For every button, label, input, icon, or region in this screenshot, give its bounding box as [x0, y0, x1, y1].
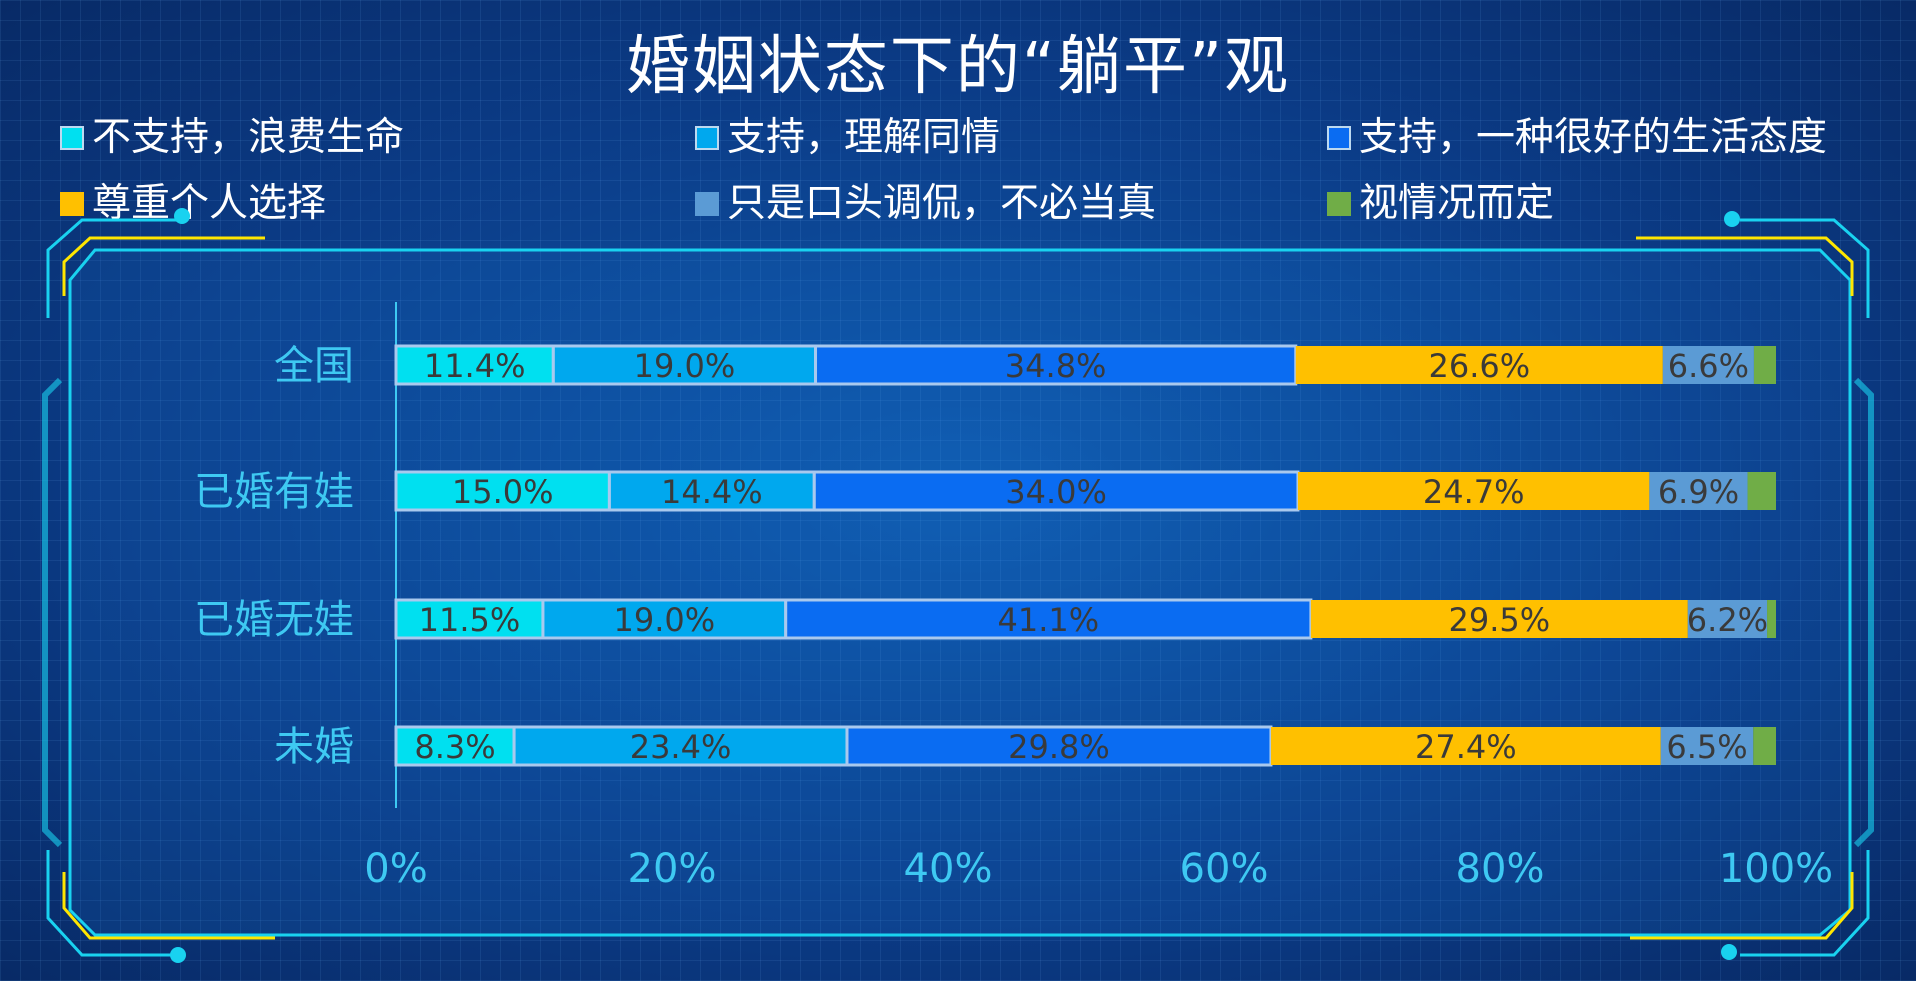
data-label: 29.5%: [1449, 601, 1551, 639]
bar-segment: [394, 344, 555, 386]
bar-segment: [1649, 472, 1748, 510]
legend-label: 视情况而定: [1359, 181, 1555, 226]
data-label: 29.8%: [1008, 728, 1110, 766]
data-label: 34.8%: [1005, 347, 1107, 385]
x-tick-label: 40%: [904, 846, 993, 892]
data-label: 6.5%: [1666, 728, 1747, 766]
chart-title: 婚姻状态下的“躺平”观: [625, 30, 1291, 104]
bar-segment: [1662, 346, 1754, 384]
data-label: 24.7%: [1423, 473, 1525, 511]
legend-item-support-good-attitude: 支持，一种很好的生活态度: [1327, 110, 1827, 166]
legend-item-depends: 视情况而定: [1327, 176, 1554, 232]
legend-label: 支持，一种很好的生活态度: [1359, 115, 1828, 160]
bar-segment: [1747, 472, 1776, 510]
bar-segment: [1295, 346, 1663, 384]
data-label: 41.1%: [997, 601, 1099, 639]
data-label: 19.0%: [614, 601, 716, 639]
data-label: 26.6%: [1428, 347, 1530, 385]
data-label: 6.6%: [1668, 347, 1749, 385]
bar-segment: [1270, 727, 1661, 765]
legend-label: 只是口头调侃，不必当真: [727, 181, 1157, 226]
bar-segment: [1660, 727, 1754, 765]
legend-item-just-joking: 只是口头调侃，不必当真: [695, 176, 1156, 232]
data-label: 8.3%: [414, 728, 495, 766]
category-label: 全国: [274, 343, 354, 389]
data-label: 15.0%: [452, 473, 554, 511]
x-tick-label: 0%: [364, 846, 427, 892]
bar-segment: [814, 344, 1298, 386]
legend-swatch: [695, 126, 719, 150]
legend-swatch: [695, 192, 719, 216]
data-label: 6.9%: [1658, 473, 1739, 511]
legend-swatch: [60, 126, 84, 150]
legend-label: 不支持，浪费生命: [92, 115, 405, 160]
legend-swatch: [60, 192, 84, 216]
data-label: 19.0%: [634, 347, 736, 385]
bar-segment: [1767, 600, 1776, 638]
data-label: 11.4%: [424, 347, 526, 385]
bar-segment: [394, 725, 516, 767]
category-label: 已婚无娃: [194, 597, 354, 643]
bar-segment: [1297, 472, 1650, 510]
data-label: 27.4%: [1415, 728, 1517, 766]
data-label: 34.0%: [1005, 473, 1107, 511]
legend-swatch: [1327, 126, 1351, 150]
data-label: 11.5%: [419, 601, 521, 639]
bar-segment: [1687, 600, 1768, 638]
bar-segment: [512, 725, 849, 767]
legend-item-not-support: 不支持，浪费生命: [60, 110, 404, 166]
data-label: 23.4%: [630, 728, 732, 766]
x-tick-label: 80%: [1456, 846, 1545, 892]
legend-item-support-sympathy: 支持，理解同情: [695, 110, 1000, 166]
legend-swatch: [1327, 192, 1351, 216]
bar-segment: [1753, 727, 1776, 765]
bar-segment: [1310, 600, 1688, 638]
labels-layer: 全国 11.4% 19.0% 34.8% 26.6% 6.6% 已婚有娃 15.0% 14.4%…: [194, 343, 1833, 892]
x-tick-label: 20%: [628, 846, 717, 892]
category-label: 未婚: [274, 724, 354, 770]
bar-segment: [1753, 346, 1776, 384]
x-tick-label: 60%: [1180, 846, 1269, 892]
bars-layer: [394, 344, 1776, 767]
data-label: 6.2%: [1687, 601, 1768, 639]
bar-segment: [784, 598, 1313, 640]
bar-segment: [541, 598, 788, 640]
data-label: 14.4%: [661, 473, 763, 511]
legend-label: 支持，理解同情: [727, 115, 1001, 160]
x-tick-label: 100%: [1719, 846, 1833, 892]
category-label: 已婚有娃: [194, 469, 354, 515]
